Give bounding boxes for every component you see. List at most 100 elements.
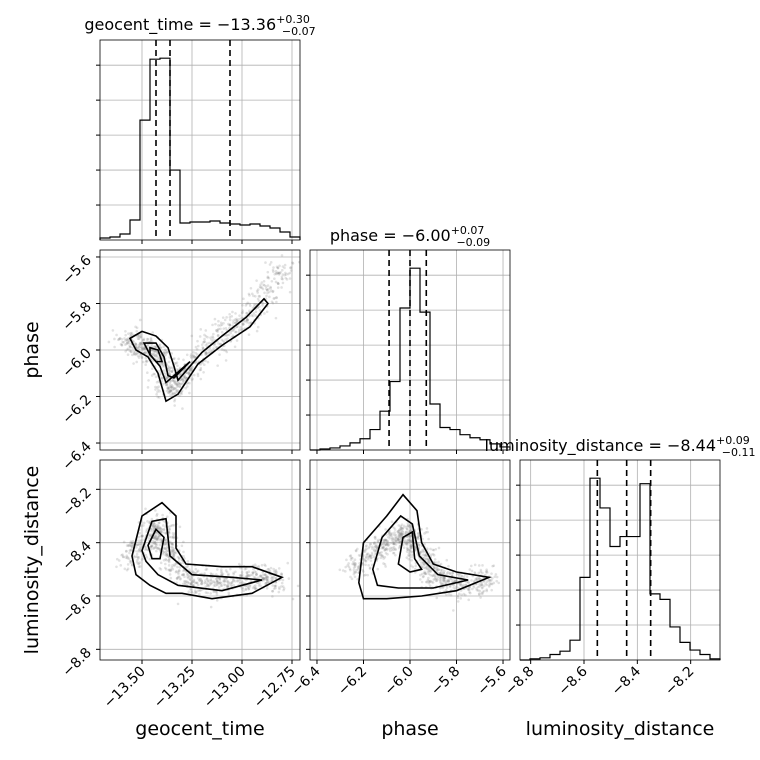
sample-point xyxy=(392,537,396,541)
sample-point xyxy=(478,585,482,588)
sample-point xyxy=(145,360,148,364)
sample-point xyxy=(154,537,157,541)
sample-point xyxy=(215,590,219,594)
sample-point xyxy=(262,577,266,581)
sample-point xyxy=(170,386,174,389)
sample-point xyxy=(191,584,195,587)
sample-point xyxy=(443,569,446,573)
sample-point xyxy=(166,386,170,390)
sample-point xyxy=(298,260,300,264)
sample-point xyxy=(137,539,141,543)
sample-point xyxy=(180,392,183,396)
sample-point xyxy=(370,563,374,567)
sample-point xyxy=(181,582,185,586)
sample-point xyxy=(408,523,412,527)
sample-point xyxy=(138,561,142,564)
sample-point xyxy=(468,591,472,595)
sample-point xyxy=(152,345,156,348)
sample-point xyxy=(198,368,202,372)
sample-point xyxy=(436,575,440,579)
sample-point xyxy=(203,572,206,575)
sample-point xyxy=(397,535,400,538)
sample-point xyxy=(172,553,176,557)
sample-point xyxy=(270,279,274,283)
sample-point xyxy=(162,350,165,354)
sample-point xyxy=(200,582,203,586)
sample-point xyxy=(186,560,190,563)
sample-point xyxy=(353,563,356,567)
sample-point xyxy=(460,593,463,597)
sample-point xyxy=(177,569,181,572)
sample-point xyxy=(428,568,431,572)
sample-point xyxy=(166,350,169,354)
sample-point xyxy=(135,552,139,556)
sample-point xyxy=(175,361,179,364)
sample-point xyxy=(278,271,281,275)
sample-point xyxy=(477,571,481,575)
x-tick-label-phase: −6.0 xyxy=(381,664,416,699)
sample-point xyxy=(220,330,224,334)
sample-point xyxy=(439,568,442,572)
sample-point xyxy=(257,294,261,298)
sample-point xyxy=(182,375,186,378)
scatter-panel-phase-luminosity_distance xyxy=(306,459,511,664)
sample-point xyxy=(155,538,158,541)
sample-point xyxy=(276,282,280,285)
sample-point xyxy=(373,549,376,552)
sample-point xyxy=(280,286,283,289)
sample-point xyxy=(369,556,373,560)
sample-point xyxy=(394,539,398,543)
sample-point xyxy=(225,570,229,574)
sample-point xyxy=(156,525,160,529)
sample-point xyxy=(171,393,175,396)
sample-point xyxy=(399,534,403,538)
y-tick-label-luminosity_distance: −8.4 xyxy=(59,538,94,573)
sample-point xyxy=(376,539,380,543)
sample-point xyxy=(381,554,384,558)
sample-point xyxy=(248,574,251,578)
sample-point xyxy=(252,567,255,571)
sample-point xyxy=(140,535,144,538)
sample-point xyxy=(364,559,367,563)
sample-point xyxy=(410,550,413,553)
sample-point xyxy=(274,568,278,572)
sample-point xyxy=(462,575,466,579)
sample-point xyxy=(232,578,235,582)
sample-point xyxy=(182,540,185,544)
sample-point xyxy=(127,544,130,547)
sample-point xyxy=(188,368,191,371)
sample-point xyxy=(153,540,157,544)
histogram-geocent_time xyxy=(99,57,301,240)
sample-point xyxy=(155,543,158,547)
sample-point xyxy=(433,575,437,579)
sample-point xyxy=(182,550,185,554)
sample-point xyxy=(470,579,473,582)
sample-point xyxy=(422,566,426,570)
sample-point xyxy=(144,507,147,511)
sample-point xyxy=(153,542,156,545)
sample-point xyxy=(491,576,494,580)
sample-point xyxy=(153,349,156,353)
sample-point xyxy=(383,543,386,547)
sample-point xyxy=(175,390,179,394)
sample-point xyxy=(265,580,269,584)
sample-point xyxy=(341,569,345,572)
sample-point xyxy=(136,555,139,559)
sample-point xyxy=(364,548,367,551)
sample-point xyxy=(289,266,293,269)
sample-point xyxy=(459,583,462,587)
sample-point xyxy=(357,566,360,570)
sample-point xyxy=(245,318,249,322)
sample-point xyxy=(192,354,195,357)
sample-point xyxy=(166,388,170,391)
sample-point xyxy=(429,579,432,583)
sample-point xyxy=(143,351,146,354)
sample-point xyxy=(145,547,148,551)
sample-point xyxy=(216,581,220,584)
sample-point xyxy=(245,575,249,579)
sample-point xyxy=(187,371,190,375)
sample-point xyxy=(170,541,173,545)
sample-point xyxy=(127,544,130,548)
sample-point xyxy=(429,573,432,577)
sample-point xyxy=(233,579,237,583)
